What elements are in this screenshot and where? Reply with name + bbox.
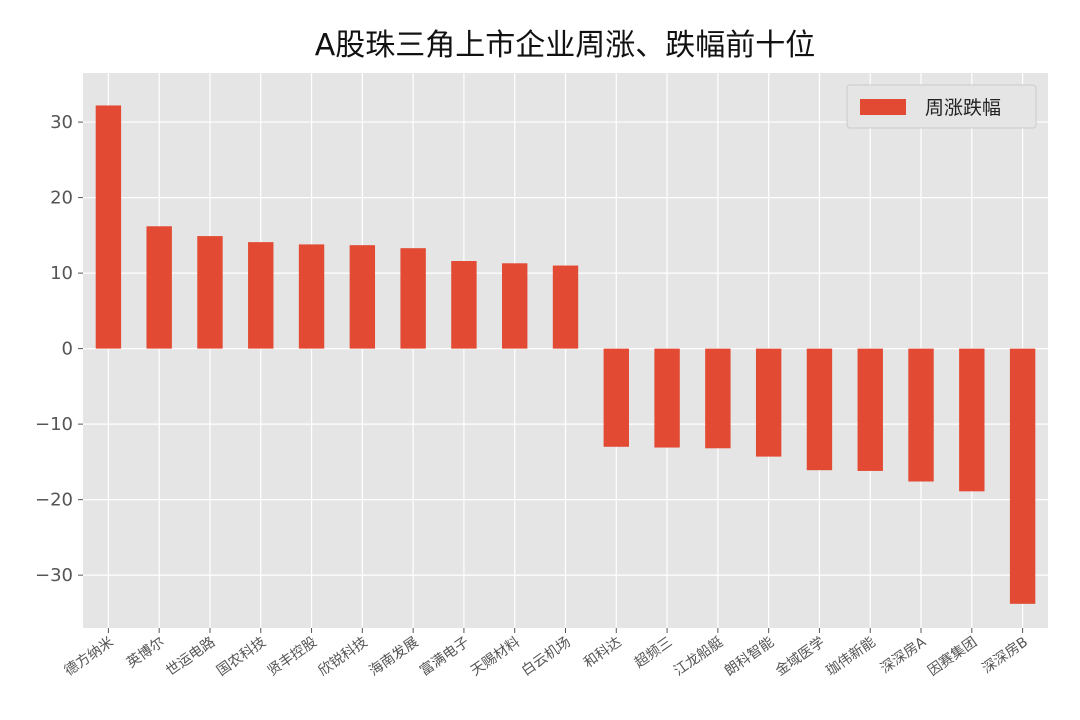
bar: [95, 105, 122, 349]
x-tick-label: 和科达: [581, 634, 625, 671]
bar: [502, 263, 528, 349]
bar: [248, 242, 274, 349]
y-tick-label: −20: [35, 490, 73, 511]
legend-label: 周涨跌幅: [925, 97, 1001, 119]
bar: [705, 348, 731, 449]
x-tick-label: 国农科技: [214, 634, 269, 679]
x-tick-label: 世运电路: [163, 634, 218, 679]
bar: [349, 245, 376, 349]
bar: [755, 348, 782, 457]
bar: [603, 348, 629, 447]
x-tick-label: 江龙船艇: [671, 634, 726, 679]
bar: [400, 248, 426, 349]
x-tick-label: 金域医学: [773, 634, 828, 679]
bar: [908, 348, 934, 482]
bar: [197, 236, 223, 349]
bar: [1009, 348, 1036, 604]
x-tick-label: 超频三: [632, 634, 676, 671]
bar: [857, 348, 883, 471]
x-tick-label: 白云机场: [519, 634, 574, 679]
x-tick-label: 德方纳米: [62, 634, 117, 679]
legend-swatch: [860, 99, 906, 115]
y-tick-label: −10: [35, 414, 73, 435]
y-tick-label: 0: [62, 339, 73, 360]
x-tick-label: 富满电子: [417, 633, 473, 679]
y-tick-label: −30: [35, 565, 73, 586]
x-tick-label: 贤丰控股: [265, 634, 320, 679]
x-tick-label: 海南发展: [366, 634, 421, 679]
legend-box: [846, 84, 1037, 129]
y-tick-label: 20: [50, 188, 73, 209]
bars: [95, 105, 1036, 604]
x-tick-label: 朗科智能: [722, 634, 777, 679]
legend: 周涨跌幅: [846, 84, 1037, 129]
y-tick-label: 30: [50, 112, 73, 133]
x-tick-label: 天赐材料: [468, 634, 523, 679]
x-tick-label: 珈伟新能: [823, 634, 878, 679]
y-tick-label: 10: [50, 263, 73, 284]
bar: [959, 348, 985, 492]
bar: [451, 261, 477, 349]
x-tick-label: 因赛集团: [924, 633, 980, 679]
bar: [806, 348, 833, 471]
bar: [146, 226, 172, 349]
x-axis-ticks: 德方纳米 英博尔世运电路国农科技贤丰控股欣锐科技海南发展富满电子天赐材料白云机场和…: [62, 628, 1031, 679]
x-tick-label: 英博尔: [123, 633, 167, 671]
bar: [552, 265, 579, 349]
x-tick-label: 深深房A: [878, 634, 930, 677]
y-axis-ticks: 30 20 10 0 −10 −20 −30: [35, 112, 83, 586]
x-tick-label: 欣锐科技: [316, 634, 371, 679]
bar: [298, 244, 325, 349]
bar: [654, 348, 680, 448]
x-tick-label: 深深房B: [979, 634, 1030, 677]
chart-title: A股珠三角上市企业周涨、跌幅前十位: [315, 28, 816, 63]
